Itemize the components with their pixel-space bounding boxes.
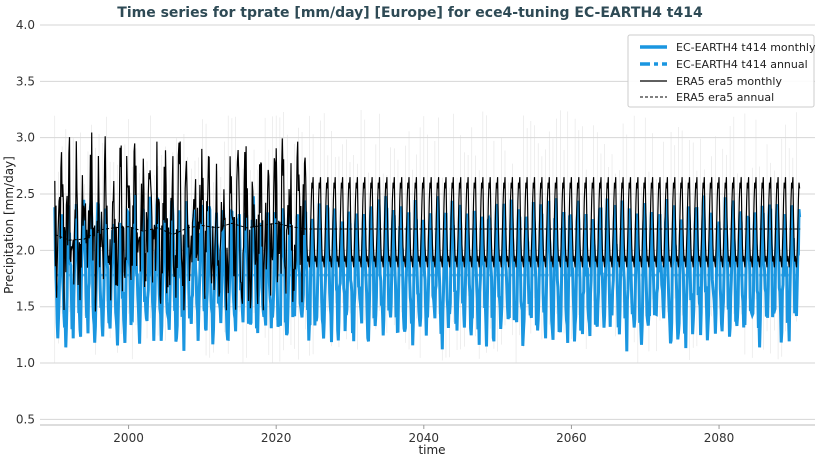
y-tick-label: 2.0 — [16, 243, 35, 257]
legend-label-model-annual: EC-EARTH4 t414 annual — [676, 58, 808, 71]
x-tick-label: 2020 — [261, 431, 292, 445]
y-tick-label: 3.0 — [16, 131, 35, 145]
x-tick-label: 2060 — [556, 431, 587, 445]
x-tick-label: 2080 — [704, 431, 735, 445]
series-era5-monthly — [54, 132, 801, 312]
y-tick-label: 0.5 — [16, 412, 35, 426]
legend-label-era5-annual: ERA5 era5 annual — [676, 91, 774, 104]
y-tick-label: 2.5 — [16, 187, 35, 201]
x-axis-label: time — [418, 443, 445, 457]
series-lines — [53, 132, 802, 352]
legend-label-era5-monthly: ERA5 era5 monthly — [676, 75, 782, 88]
legend: EC-EARTH4 t414 monthly EC-EARTH4 t414 an… — [627, 34, 816, 108]
x-axis-ticks: 2000 2020 2040 2060 2080 — [113, 425, 734, 445]
y-axis-label: Precipitation [mm/day] — [2, 156, 16, 294]
x-tick-label: 2040 — [409, 431, 440, 445]
chart-title: Time series for tprate [mm/day] [Europe]… — [117, 5, 703, 21]
y-tick-label: 1.0 — [16, 356, 35, 370]
y-tick-label: 3.5 — [16, 74, 35, 88]
y-tick-label: 1.5 — [16, 300, 35, 314]
y-axis-ticks: 0.5 1.0 1.5 2.0 2.5 3.0 3.5 4.0 — [16, 18, 35, 426]
series-era5-annual — [54, 222, 801, 241]
legend-label-model-monthly: EC-EARTH4 t414 monthly — [676, 41, 816, 54]
y-tick-label: 4.0 — [16, 18, 35, 32]
x-tick-label: 2000 — [113, 431, 144, 445]
